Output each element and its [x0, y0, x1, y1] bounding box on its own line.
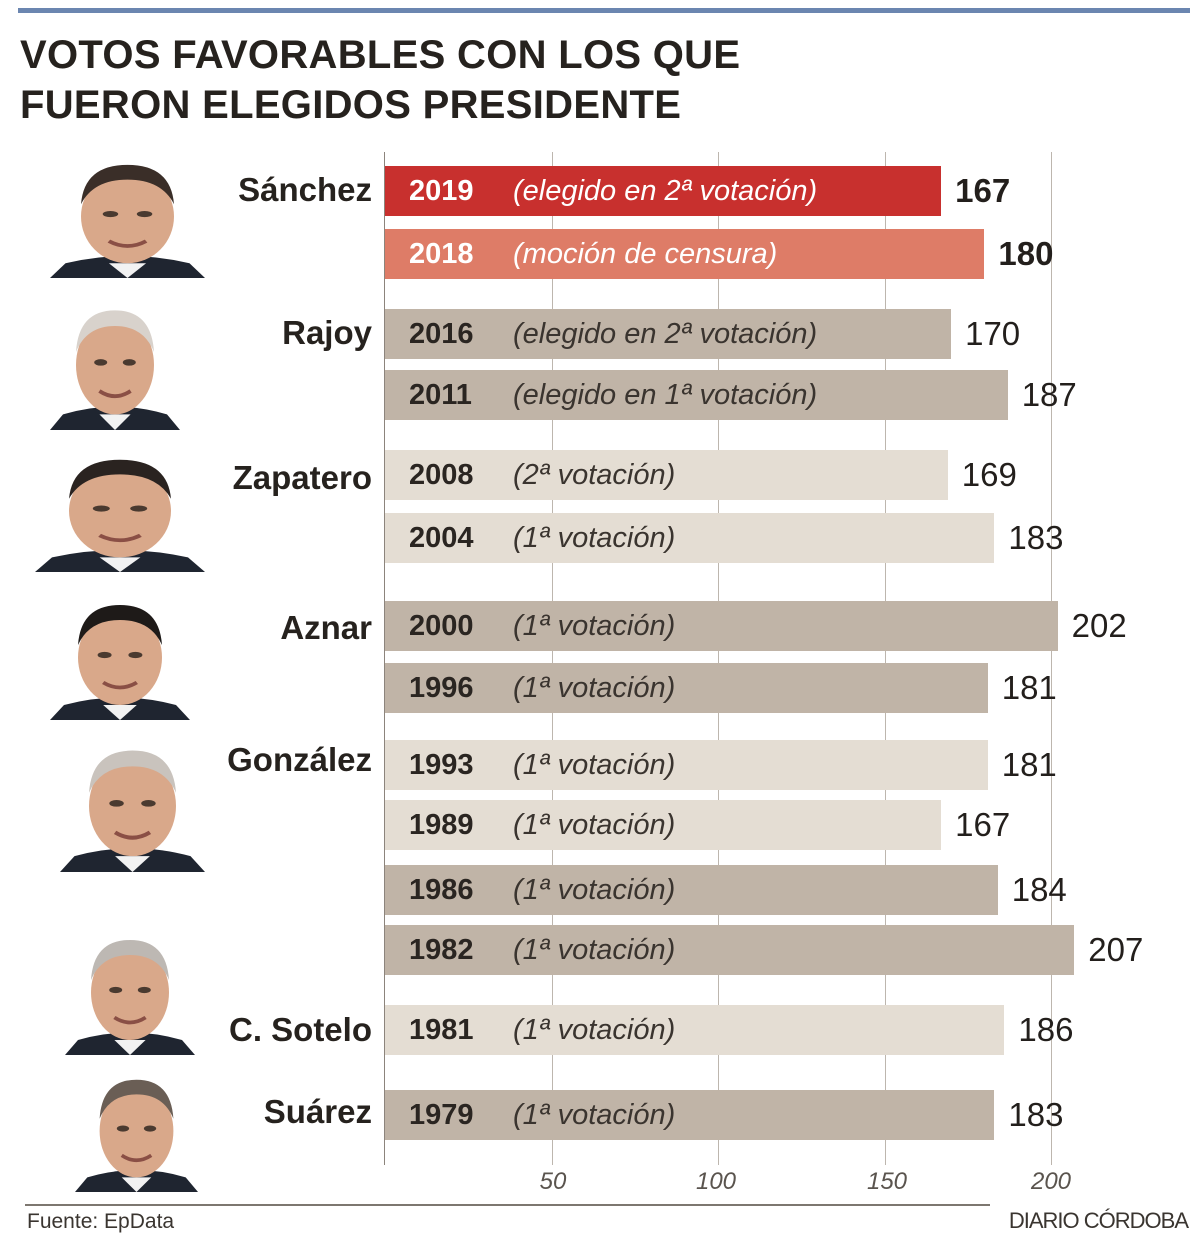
bar-year-label: 1982	[409, 934, 474, 966]
bar-2000: 2000 (1ª votación)	[385, 601, 1058, 651]
value-label-1982: 207	[1088, 931, 1144, 968]
x-tick-150: 150	[866, 1168, 908, 1195]
portrait-photo	[75, 1070, 198, 1192]
president-name: Suárez	[263, 1093, 372, 1130]
bar-note-label: (1ª votación)	[513, 522, 676, 554]
bar-year-label: 2016	[409, 318, 474, 350]
value-label-1996: 181	[1001, 669, 1057, 706]
president-name: C. Sotelo	[228, 1011, 372, 1048]
portrait-photo	[35, 450, 205, 572]
bar-year-label: 1996	[409, 672, 474, 704]
value-label-2018: 180	[998, 235, 1054, 272]
bar-note-label: (1ª votación)	[513, 809, 676, 841]
value-label-1979: 183	[1008, 1096, 1064, 1133]
bar-year-label: 1986	[409, 874, 474, 906]
bar-year-label: 2018	[409, 238, 474, 270]
bar-2019: 2019 (elegido en 2ª votación)	[385, 166, 942, 216]
bar-year-label: 2019	[409, 175, 474, 207]
president-name: Zapatero	[232, 459, 372, 496]
portrait-photo	[65, 930, 195, 1055]
bar-1979: 1979 (1ª votación)	[385, 1090, 995, 1140]
bar-note-label: (1ª votación)	[513, 672, 676, 704]
bar-1982: 1982 (1ª votación)	[385, 925, 1075, 975]
gridline-200	[1051, 152, 1052, 1165]
value-label-2000: 202	[1071, 607, 1127, 644]
value-label-2004: 183	[1008, 519, 1064, 556]
bar-note-label: (elegido en 2ª votación)	[513, 175, 818, 207]
bar-1986: 1986 (1ª votación)	[385, 865, 998, 915]
x-tick-200: 200	[1030, 1168, 1072, 1195]
footer-rule	[25, 1204, 990, 1206]
top-rule	[18, 8, 1190, 13]
bar-1996: 1996 (1ª votación)	[385, 663, 988, 713]
portrait-photo	[50, 595, 190, 720]
bar-2011: 2011 (elegido en 1ª votación)	[385, 370, 1008, 420]
bar-note-label: (1ª votación)	[513, 610, 676, 642]
bar-year-label: 1981	[409, 1014, 474, 1046]
chart-title: VOTOS FAVORABLES CON LOS QUE FUERON ELEG…	[20, 30, 740, 130]
president-name: González	[227, 741, 372, 778]
bar-note-label: (moción de censura)	[513, 238, 778, 270]
value-label-2016: 170	[965, 315, 1021, 352]
source-note: Fuente: EpData	[27, 1210, 175, 1233]
president-name: Sánchez	[238, 171, 372, 208]
bar-year-label: 1993	[409, 749, 474, 781]
title-line-1: VOTOS FAVORABLES CON LOS QUE	[20, 33, 741, 77]
gridline-150	[884, 152, 886, 1165]
value-label-2008: 169	[961, 456, 1017, 493]
portrait-photo	[50, 155, 205, 278]
bar-year-label: 1979	[409, 1099, 474, 1131]
bar-note-label: (1ª votación)	[513, 1014, 676, 1046]
bar-year-label: 2000	[409, 610, 474, 642]
value-label-1993: 181	[1001, 746, 1057, 783]
president-name: Aznar	[280, 609, 372, 646]
x-tick-100: 100	[695, 1168, 737, 1195]
portrait-photo	[60, 740, 205, 872]
bar-2018: 2018 (moción de censura)	[385, 229, 985, 279]
y-axis-line	[384, 152, 385, 1165]
brand-logo: DIARIO CÓRDOBA	[1008, 1208, 1189, 1233]
bar-note-label: (elegido en 2ª votación)	[513, 318, 818, 350]
portrait-photo	[50, 300, 180, 430]
bar-note-label: (2ª votación)	[513, 459, 676, 491]
president-name: Rajoy	[282, 314, 372, 351]
bar-note-label: (elegido en 1ª votación)	[513, 379, 818, 411]
bar-year-label: 2011	[409, 379, 472, 411]
value-label-2019: 167	[955, 172, 1011, 209]
bar-1993: 1993 (1ª votación)	[385, 740, 988, 790]
bar-year-label: 2004	[409, 522, 474, 554]
value-label-1981: 186	[1018, 1011, 1074, 1048]
bar-note-label: (1ª votación)	[513, 874, 676, 906]
bar-1981: 1981 (1ª votación)	[385, 1005, 1005, 1055]
value-label-2011: 187	[1021, 376, 1077, 413]
value-label-1986: 184	[1011, 871, 1067, 908]
bar-note-label: (1ª votación)	[513, 934, 676, 966]
bar-1989: 1989 (1ª votación)	[385, 800, 942, 850]
bar-2008: 2008 (2ª votación)	[385, 450, 948, 500]
gridline-50	[551, 152, 553, 1165]
value-label-1989: 167	[955, 806, 1011, 843]
title-line-2: FUERON ELEGIDOS PRESIDENTE	[20, 83, 682, 127]
bar-note-label: (1ª votación)	[513, 749, 676, 781]
x-tick-50: 50	[539, 1168, 567, 1195]
bar-year-label: 2008	[409, 459, 474, 491]
bar-note-label: (1ª votación)	[513, 1099, 676, 1131]
gridline-100	[718, 152, 719, 1165]
bar-2016: 2016 (elegido en 2ª votación)	[385, 309, 952, 359]
bar-2004: 2004 (1ª votación)	[385, 513, 995, 563]
bar-year-label: 1989	[409, 809, 474, 841]
